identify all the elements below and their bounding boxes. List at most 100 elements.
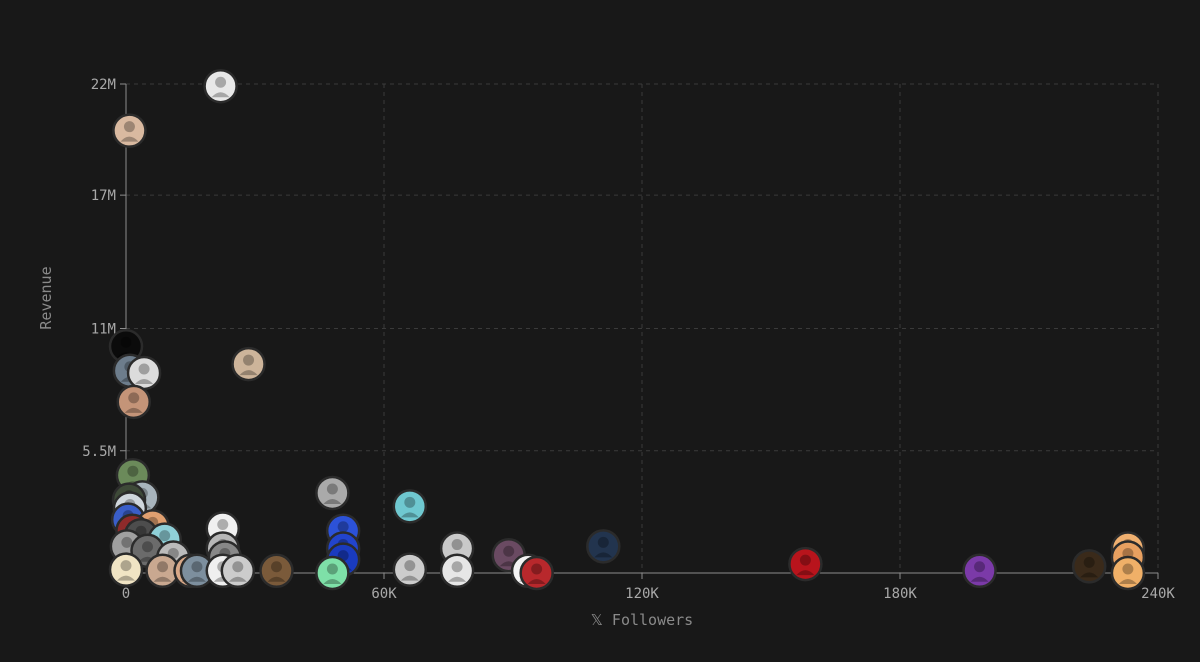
data-point[interactable] [962,553,997,589]
avatar-head-icon [1122,563,1134,575]
data-point[interactable] [1071,549,1107,584]
x-tick-label: 60K [371,586,397,602]
avatar-icon [1071,549,1107,584]
avatar-shoulders-icon [267,576,286,582]
avatar-shoulders-icon [153,576,172,582]
y-tick-label: 17M [91,188,116,204]
avatar-head-icon [326,483,338,495]
avatar-shoulders-icon [970,576,989,582]
y-axis-title: Revenue [37,266,55,329]
avatar-head-icon [123,121,135,133]
data-point[interactable] [586,529,621,564]
avatar-head-icon [404,496,416,508]
avatar-head-icon [217,519,229,531]
avatar-head-icon [337,521,349,533]
data-point[interactable] [519,555,554,591]
y-tick-label: 11M [91,322,116,338]
data-point[interactable] [392,552,428,587]
avatar-shoulders-icon [323,579,342,584]
avatar-shoulders-icon [239,370,258,376]
avatar-icon [108,552,144,587]
avatar-icon [112,113,147,148]
data-point[interactable] [315,475,350,511]
data-point[interactable] [231,346,266,382]
avatar-shoulders-icon [124,407,143,413]
avatar-icon [231,346,266,382]
avatar-shoulders-icon [1118,579,1137,584]
data-point[interactable] [315,555,350,591]
avatar-icon [439,553,475,589]
axes [120,83,1159,579]
avatar-shoulders-icon [117,575,135,581]
avatar-head-icon [404,560,416,572]
avatar-icon [315,555,350,591]
avatar-head-icon [142,541,153,553]
avatar-shoulders-icon [796,570,815,576]
avatar-icon [315,475,350,511]
avatar-head-icon [799,554,811,566]
avatar-head-icon [243,354,255,366]
avatar-icon [519,555,554,591]
tick-labels: 0 60K 120K 180K 240K 5.5M 11M 17M 22M [82,77,1175,602]
avatar-head-icon [1083,556,1095,568]
avatar-head-icon [159,530,171,542]
avatar-shoulders-icon [323,498,342,504]
data-point[interactable] [112,113,147,148]
data-point[interactable] [108,552,144,587]
avatar-icon [962,553,997,589]
data-point[interactable] [220,553,256,589]
avatar-shoulders-icon [448,576,467,582]
data-point[interactable] [203,68,238,104]
x-tick-label: 180K [883,586,917,602]
avatar-head-icon [128,392,140,404]
avatar-shoulders-icon [120,136,139,142]
data-point[interactable] [392,489,428,524]
avatar-head-icon [531,563,543,575]
avatar-head-icon [120,560,132,572]
data-point[interactable] [439,553,475,589]
data-point[interactable] [788,546,823,582]
avatar-head-icon [597,536,609,548]
y-tick-label: 22M [91,77,116,93]
avatar-head-icon [121,536,133,548]
x-tick-label: 240K [1141,586,1175,602]
avatar-head-icon [451,561,463,573]
avatar-icon [392,552,428,587]
avatar-shoulders-icon [527,579,546,584]
data-point[interactable] [1110,555,1146,591]
avatar-head-icon [232,561,244,573]
avatar-head-icon [503,545,515,557]
avatar-shoulders-icon [400,575,419,581]
avatar-icon [1110,555,1146,591]
avatar-shoulders-icon [187,576,206,582]
avatar-icon [788,546,823,582]
avatar-head-icon [451,539,463,551]
grid-lines [126,83,1159,573]
avatar-shoulders-icon [400,512,419,518]
x-tick-label: 0 [122,586,130,602]
avatar-icon [220,553,256,589]
data-point[interactable] [116,384,151,420]
avatar-shoulders-icon [211,92,230,98]
data-point[interactable] [259,553,294,589]
avatar-icon [116,384,151,420]
avatar-head-icon [120,336,132,348]
avatar-icon [203,68,238,104]
x-tick-label: 120K [625,586,659,602]
data-point[interactable] [126,355,162,391]
avatar-shoulders-icon [1080,572,1099,578]
avatar-shoulders-icon [135,378,154,384]
avatar-head-icon [215,76,227,88]
avatar-icon [259,553,294,589]
data-point[interactable] [179,553,215,589]
y-tick-label: 5.5M [82,444,116,460]
avatar-shoulders-icon [594,552,613,558]
avatar-head-icon [974,561,986,573]
avatar-icon [392,489,428,524]
avatar-head-icon [326,563,338,575]
avatar-icon [586,529,621,564]
x-axis-title: 𝕏 Followers [591,611,693,629]
data-points[interactable] [108,68,1146,591]
avatar-head-icon [191,561,203,573]
